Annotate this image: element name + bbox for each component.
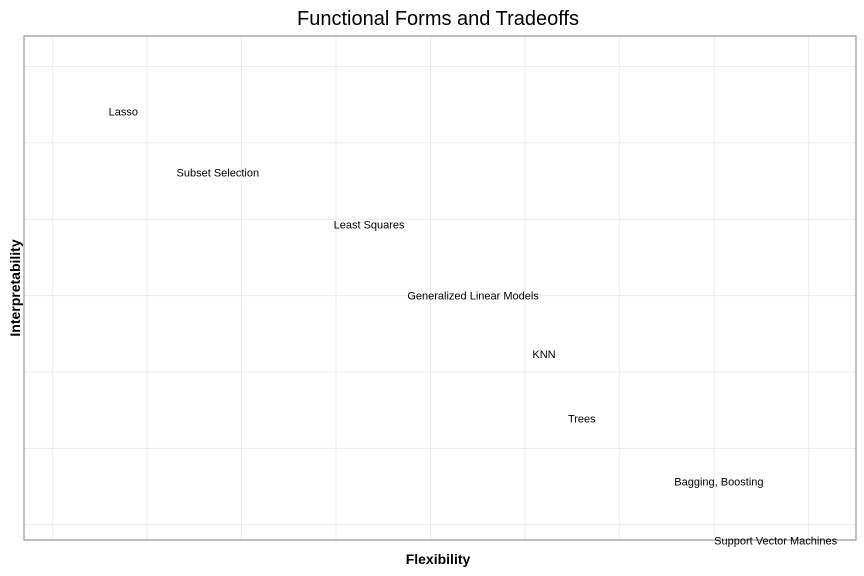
point-label-5: Trees: [568, 413, 596, 425]
y-axis-label: Interpretability: [7, 239, 23, 336]
point-label-0: Lasso: [109, 106, 138, 118]
point-label-7: Support Vector Machines: [714, 535, 837, 547]
point-label-2: Least Squares: [334, 219, 405, 231]
point-label-1: Subset Selection: [177, 167, 260, 179]
point-label-3: Generalized Linear Models: [407, 290, 539, 302]
point-label-4: KNN: [532, 349, 555, 361]
point-label-6: Bagging, Boosting: [674, 477, 763, 489]
chart-title: Functional Forms and Tradeoffs: [297, 8, 579, 30]
point-labels: Lasso Subset Selection Least Squares Genera…: [109, 106, 838, 547]
plot-panel: [23, 35, 857, 541]
x-axis-label: Flexibility: [406, 551, 471, 567]
grid-lines: [24, 36, 856, 540]
